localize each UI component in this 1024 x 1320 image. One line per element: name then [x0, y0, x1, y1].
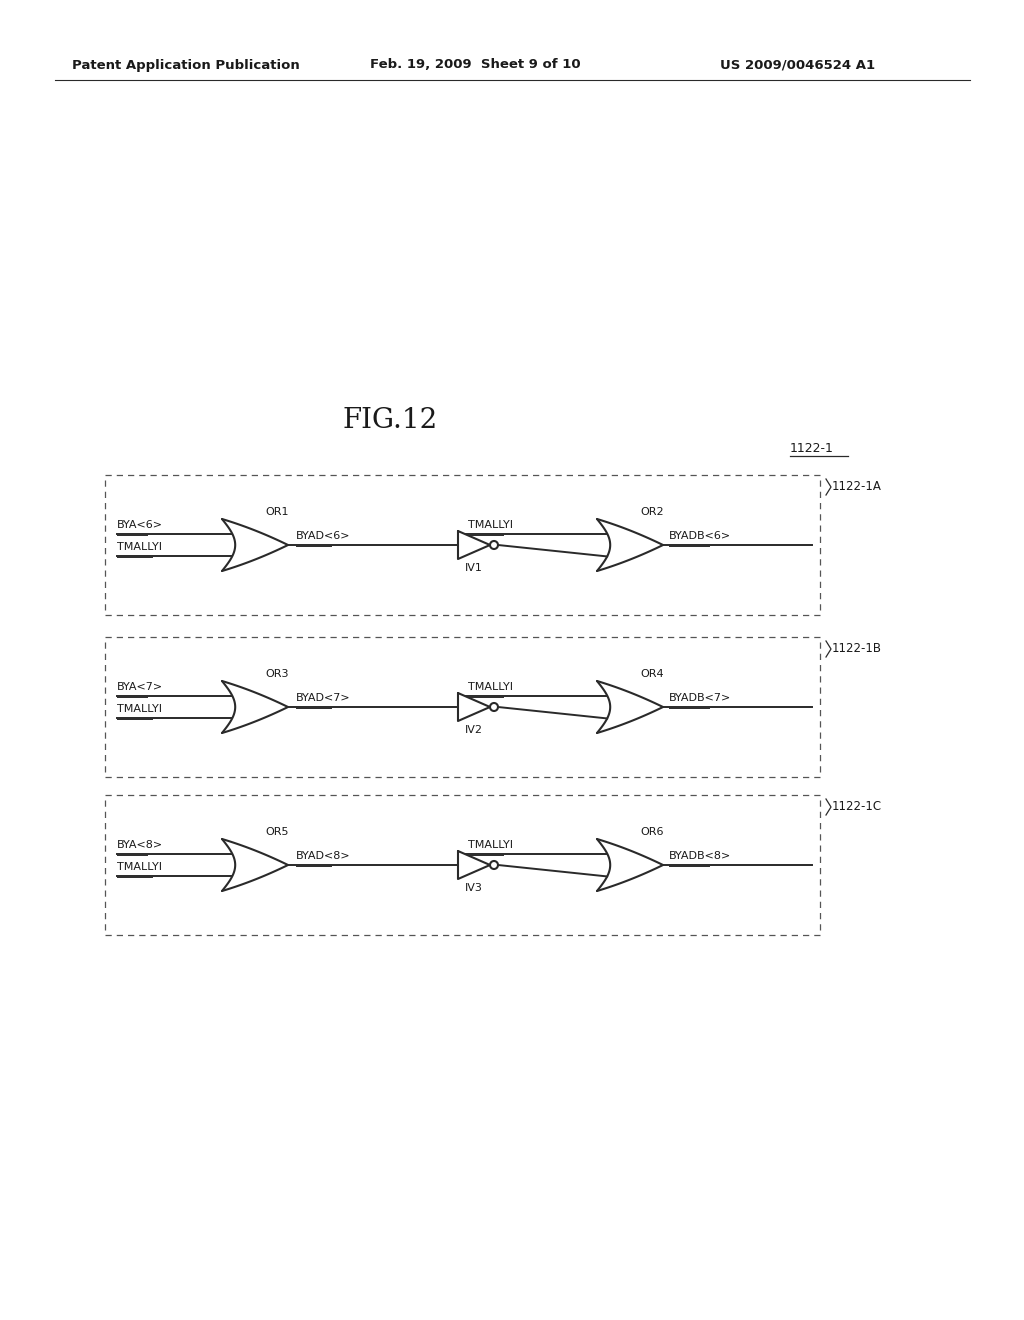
Text: BYAD<7>: BYAD<7> — [296, 693, 350, 704]
Text: US 2009/0046524 A1: US 2009/0046524 A1 — [720, 58, 876, 71]
Text: 1122-1: 1122-1 — [790, 441, 834, 454]
Text: BYA<6>: BYA<6> — [117, 520, 163, 529]
Text: TMALLYI: TMALLYI — [468, 840, 513, 850]
Text: TMALLYI: TMALLYI — [117, 705, 162, 714]
Text: BYADB<8>: BYADB<8> — [669, 851, 731, 861]
Text: 1122-1A: 1122-1A — [831, 480, 882, 494]
Text: TMALLYI: TMALLYI — [468, 520, 513, 529]
Text: OR4: OR4 — [640, 669, 664, 678]
Text: BYA<8>: BYA<8> — [117, 840, 163, 850]
Text: OR2: OR2 — [640, 507, 664, 517]
Text: 1122-1B: 1122-1B — [831, 643, 882, 656]
Text: FIG.12: FIG.12 — [342, 407, 437, 433]
Text: OR5: OR5 — [265, 828, 289, 837]
Text: BYAD<8>: BYAD<8> — [296, 851, 350, 861]
Text: TMALLYI: TMALLYI — [117, 862, 162, 873]
Text: 1122-1C: 1122-1C — [831, 800, 882, 813]
Text: IV2: IV2 — [465, 725, 483, 735]
Text: BYADB<7>: BYADB<7> — [669, 693, 731, 704]
Text: OR3: OR3 — [265, 669, 289, 678]
Text: BYAD<6>: BYAD<6> — [296, 531, 350, 541]
Text: IV3: IV3 — [465, 883, 483, 894]
Text: BYA<7>: BYA<7> — [117, 681, 163, 692]
Text: OR6: OR6 — [640, 828, 664, 837]
Text: OR1: OR1 — [265, 507, 289, 517]
Text: TMALLYI: TMALLYI — [117, 543, 162, 553]
Text: Feb. 19, 2009  Sheet 9 of 10: Feb. 19, 2009 Sheet 9 of 10 — [370, 58, 581, 71]
Text: TMALLYI: TMALLYI — [468, 681, 513, 692]
Text: IV1: IV1 — [465, 564, 483, 573]
Text: BYADB<6>: BYADB<6> — [669, 531, 731, 541]
Text: Patent Application Publication: Patent Application Publication — [72, 58, 300, 71]
